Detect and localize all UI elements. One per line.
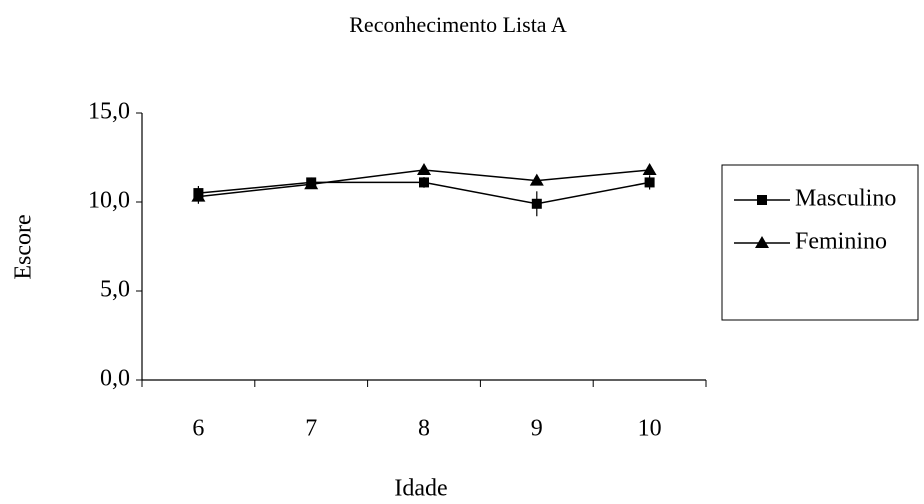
x-tick-label: 7 xyxy=(305,416,317,442)
marker xyxy=(419,177,429,188)
y-tick-label: 15,0 xyxy=(88,99,130,125)
marker xyxy=(757,195,767,205)
marker xyxy=(642,162,657,175)
chart-title: Reconhecimento Lista A xyxy=(349,12,567,37)
y-tick-label: 0,0 xyxy=(100,366,130,392)
x-tick-label: 10 xyxy=(638,416,662,442)
y-tick-label: 5,0 xyxy=(100,277,130,303)
x-tick-label: 9 xyxy=(531,416,543,442)
x-tick-label: 8 xyxy=(418,416,430,442)
legend-label: Masculino xyxy=(795,186,896,212)
y-tick-label: 10,0 xyxy=(88,188,130,214)
marker xyxy=(304,177,319,190)
legend-box xyxy=(721,164,919,321)
y-axis-label: Escore xyxy=(11,214,37,279)
marker xyxy=(644,177,655,188)
marker xyxy=(417,162,431,175)
marker xyxy=(755,236,769,248)
x-tick-label: 6 xyxy=(192,416,204,442)
x-axis-label: Idade xyxy=(394,476,447,502)
marker xyxy=(191,189,206,202)
marker xyxy=(529,173,544,186)
legend-label: Feminino xyxy=(795,229,887,255)
marker xyxy=(531,198,542,209)
